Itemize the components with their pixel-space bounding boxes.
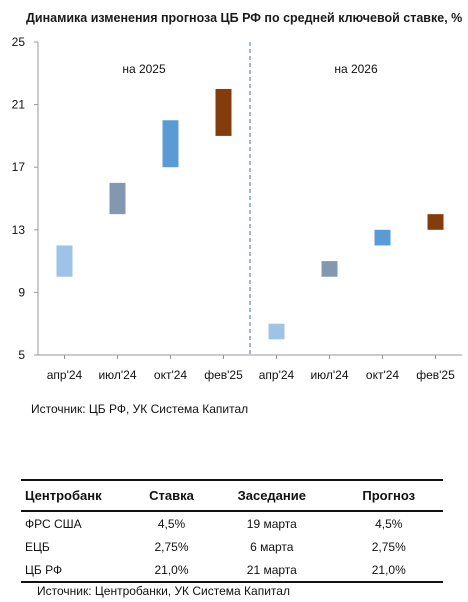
group-label: на 2026 [334, 62, 378, 76]
range-bar [268, 323, 285, 340]
table-header-row: Центробанк Ставка Заседание Прогноз [21, 480, 443, 511]
x-tick-label: июл'24 [98, 368, 136, 382]
cell-bank: ЕЦБ [25, 539, 50, 554]
header-rate: Ставка [149, 488, 194, 503]
table-source: Источник: Центробанки, УК Система Капита… [37, 584, 290, 598]
cell-rate: 21,0% [154, 562, 189, 577]
x-tick-label: окт'24 [154, 368, 188, 382]
header-meeting: Заседание [237, 488, 306, 503]
x-tick-label: июл'24 [310, 368, 348, 382]
central-banks-table: Центробанк Ставка Заседание Прогноз ФРС … [21, 479, 443, 583]
y-tick-label: 9 [18, 285, 25, 299]
chart-source: Источник: ЦБ РФ, УК Система Капитал [31, 402, 249, 416]
y-tick-label: 21 [12, 98, 26, 112]
group-label: на 2025 [122, 62, 166, 76]
range-bar [374, 229, 391, 246]
cell-meeting: 6 марта [250, 539, 294, 554]
y-tick-label: 13 [12, 223, 26, 237]
range-bar [321, 261, 338, 277]
cell-bank: ФРС США [25, 516, 82, 531]
x-tick-label: фев'25 [204, 368, 243, 382]
header-bank: Центробанк [25, 488, 102, 503]
header-forecast: Прогноз [362, 488, 416, 503]
x-tick-label: апр'24 [47, 368, 83, 382]
cell-bank: ЦБ РФ [25, 562, 63, 577]
cell-forecast: 4,5% [375, 516, 403, 531]
chart-title: Динамика изменения прогноза ЦБ РФ по сре… [26, 11, 463, 25]
range-bar [56, 245, 73, 277]
range-bar [162, 120, 179, 168]
y-tick-label: 25 [12, 35, 26, 49]
cell-rate: 2,75% [154, 539, 189, 554]
x-tick-label: апр'24 [259, 368, 295, 382]
table-row: ЦБ РФ 21,0% 21 марта 21,0% [21, 558, 443, 582]
y-tick-label: 5 [18, 348, 25, 362]
cell-forecast: 21,0% [371, 562, 406, 577]
cell-meeting: 21 марта [246, 562, 297, 577]
table-row: ФРС США 4,5% 19 марта 4,5% [21, 511, 443, 535]
range-bar [215, 88, 232, 136]
cell-forecast: 2,75% [371, 539, 406, 554]
y-tick-label: 17 [12, 160, 26, 174]
range-bar [427, 214, 444, 230]
x-tick-label: фев'25 [416, 368, 455, 382]
cell-meeting: 19 марта [246, 516, 297, 531]
table-row: ЕЦБ 2,75% 6 марта 2,75% [21, 535, 443, 558]
x-tick-label: окт'24 [366, 368, 400, 382]
range-bar [109, 182, 126, 215]
range-bar-chart: 5 9 13 17 21 25 на 2025 на 2026 апр'24 июл'24 окт'… [12, 35, 462, 382]
cell-rate: 4,5% [157, 516, 186, 531]
